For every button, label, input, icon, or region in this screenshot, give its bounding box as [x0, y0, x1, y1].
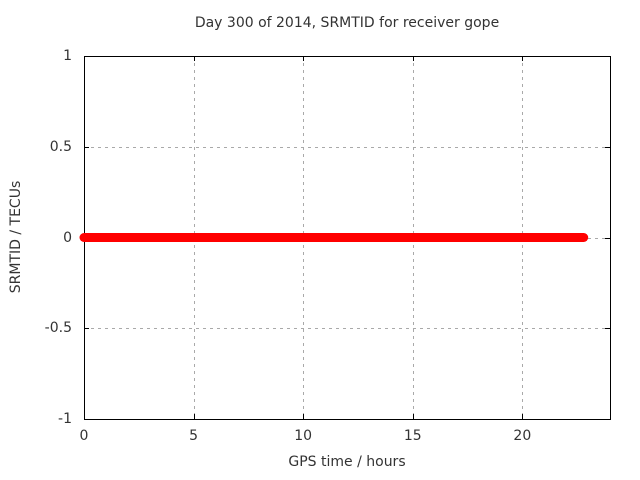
y-tick-label: -0.5 — [44, 320, 72, 337]
x-axis-label: GPS time / hours — [288, 454, 406, 470]
x-tick-label: 5 — [189, 428, 199, 444]
y-tick-label: 0.5 — [49, 138, 72, 155]
y-tick-label: 1 — [63, 48, 72, 64]
x-tick-label: 0 — [79, 428, 89, 444]
x-tick-label: 20 — [513, 428, 532, 444]
y-tick-label: -1 — [58, 411, 72, 427]
x-tick-label: 15 — [403, 428, 422, 444]
chart-title: Day 300 of 2014, SRMTID for receiver gop… — [194, 15, 500, 31]
y-tick-label: 0 — [63, 229, 72, 246]
x-tick-label: 10 — [294, 428, 313, 444]
